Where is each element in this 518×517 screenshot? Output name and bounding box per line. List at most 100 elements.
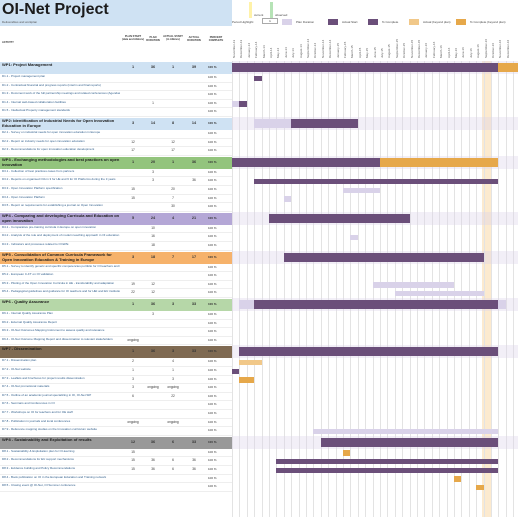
date-label: January-14 [246, 42, 251, 58]
task-row[interactable]: D3.5 - Report on requirements for establ… [0, 203, 232, 212]
task-name: D4.2 - Analysis of the role and deployme… [2, 233, 120, 238]
task-row[interactable]: D8.4 - Book publication on OI in the Eur… [0, 475, 232, 484]
gantt-bar-beyond [498, 63, 518, 72]
gantt-bar-actual [232, 368, 240, 375]
task-name: D3.4 - Open Innovation Platform [2, 194, 46, 199]
task-row[interactable]: D4.2 - Analysis of the role and deployme… [0, 233, 232, 242]
task-row[interactable]: D2.1 - Survey on industrial needs for op… [0, 130, 232, 139]
task-row[interactable]: D7.2 - OI-Net website 1 1 100 % [0, 367, 232, 376]
timeline-gridline [491, 61, 492, 517]
date-label: August-15 [387, 44, 392, 58]
timeline-gridline [513, 61, 515, 517]
workpackage-row[interactable]: WP6 - Quality Assurance 1 36 3 33 100 % [0, 298, 232, 311]
task-row[interactable]: D5.4 - Pedagogical guidelines and guidan… [0, 289, 232, 298]
task-row[interactable]: D2.2 - Report on industry needs for open… [0, 139, 232, 148]
timeline-gridline [276, 61, 278, 517]
task-row[interactable]: D7.8 - Publication in journals and local… [0, 419, 232, 428]
gantt-bar-plan [394, 290, 484, 297]
workpackage-row[interactable]: WP8 - Sustainability and Exploitation of… [0, 435, 232, 449]
task-name: D1.1 - Project management plan [2, 74, 46, 78]
legend-plan-swatch [282, 19, 292, 25]
percent-complete-cell: 100 % [208, 121, 217, 125]
task-row[interactable]: D8.3 - Evidence building and Policy Reco… [0, 466, 232, 475]
task-row[interactable]: D8.5 - Closing event @ OI-Net, OI Summer… [0, 483, 232, 492]
legend-highlight-label: Period Highlight: [232, 20, 255, 24]
task-row[interactable]: D5.3 - Piloting of the Open Innovation C… [0, 281, 232, 290]
timeline-gridline [320, 61, 322, 517]
gantt-row [232, 358, 518, 367]
workpackage-name: WP3 - Exchanging methodologies and best … [2, 156, 120, 167]
gantt-bar-beyond [454, 476, 462, 482]
task-row[interactable]: D6.4 - OI-Net Outcome Mapping Report and… [0, 337, 232, 346]
percent-complete-cell: 100 % [208, 109, 217, 114]
task-row[interactable]: D7.3 - Leaflets and brochures for projec… [0, 376, 232, 385]
task-row[interactable]: D4.1 - Comparative pre-training curricul… [0, 225, 232, 234]
plan-start-cell: 22 [131, 290, 135, 295]
task-row[interactable]: D8.2 - Recommendations for EU support me… [0, 457, 232, 466]
legend-complete-beyond-label: % Complete (beyond plan) [470, 20, 506, 24]
task-row[interactable]: D1.1 - Project management plan 100 % [0, 74, 232, 83]
gantt-bar-beyond-light [239, 359, 262, 366]
task-row[interactable]: D7.1 - Dissemination plan 2 4 100 % [0, 358, 232, 367]
task-row[interactable]: D5.2 - European C-FT on OI validation 100… [0, 272, 232, 281]
period-highlight-input[interactable]: 1 [262, 18, 278, 24]
task-row[interactable]: D1.4 - Internal web-based collaboration … [0, 100, 232, 109]
task-name: D3.1 - Collection of best practices case… [2, 168, 75, 173]
gantt-bar-actual [254, 300, 499, 309]
percent-complete-cell: 100 % [208, 92, 217, 97]
percent-complete-cell: 100 % [208, 75, 217, 79]
gantt-row [232, 393, 518, 402]
actual-duration-cell: 14 [191, 121, 197, 125]
task-row[interactable]: D3.3 - Open Innovation Platform specific… [0, 186, 232, 195]
task-row[interactable]: D1.3 - Document work of the full partner… [0, 91, 232, 100]
percent-complete-cell: 100 % [208, 187, 217, 191]
plan-duration-cell: 12 [151, 290, 155, 295]
plan-start-cell: 12 [131, 139, 135, 144]
task-row[interactable]: D7.7 - Workshops on OI for teachers and … [0, 410, 232, 419]
task-row[interactable]: D4.3 - Indicators and processes related … [0, 242, 232, 251]
workpackage-row[interactable]: WP1: Project Management 1 36 1 39 100 % [0, 61, 232, 74]
workpackage-row[interactable]: WP3 - Exchanging methodologies and best … [0, 155, 232, 169]
task-row[interactable]: D2.3 - Recommendations for open innovati… [0, 147, 232, 156]
task-row[interactable]: D6.2 - External Quality Assurance Report… [0, 320, 232, 329]
workpackage-row[interactable]: WP7 - Dissemination 1 36 3 33 100 % [0, 345, 232, 359]
task-row[interactable]: D7.6 - Seminars and Conferences in OI 100… [0, 401, 232, 410]
percent-complete-cell: 100 % [208, 411, 217, 415]
date-label: August-14 [298, 44, 303, 58]
percent-complete-cell: 100 % [208, 83, 217, 88]
actual-start-cell: 4 [172, 359, 174, 364]
gantt-row [232, 147, 518, 156]
workpackage-row[interactable]: WP4 - Comparing and developing Curricula… [0, 211, 232, 225]
title-banner [0, 0, 232, 26]
task-row[interactable]: D7.4 - OI-Net promotional materials 3 ongo… [0, 384, 232, 393]
gantt-bar-actual [320, 437, 499, 447]
gantt-bar-beyond [343, 450, 351, 456]
task-row[interactable]: D1.2 - Contractual financial and progres… [0, 83, 232, 92]
workpackage-name: WP1: Project Management [2, 62, 53, 67]
task-row[interactable]: D6.3 - OI-Net Outcomes Mapping Instrumen… [0, 328, 232, 337]
task-row[interactable]: D7.5 - Outline of an academic journal sp… [0, 393, 232, 402]
task-row[interactable]: D3.2 - Reports on organised OIA in 3 for… [0, 177, 232, 186]
task-row[interactable]: D1.5 - Intellectual Property management … [0, 108, 232, 117]
actual-duration-cell: 33 [191, 439, 197, 444]
gantt-row [232, 139, 518, 148]
plan-duration-cell: 36 [150, 65, 156, 69]
task-row[interactable]: D5.1 - Survey to identify generic and sp… [0, 264, 232, 273]
task-row[interactable]: D8.1 - Sustainability & Exploitation pla… [0, 449, 232, 458]
plan-start-cell: 6 [132, 393, 134, 398]
task-row[interactable]: D6.1 - Internal Quality Assurance Plan 3 1… [0, 311, 232, 320]
gantt-row [232, 83, 518, 92]
task-row[interactable]: D3.1 - Collection of best practices case… [0, 169, 232, 178]
workpackage-row[interactable]: WP5 - Consolidation of Common Curricula … [0, 250, 232, 264]
legend-actual-beyond-swatch [409, 19, 419, 25]
gantt-row [232, 195, 518, 204]
actual-start-cell: 20 [171, 187, 175, 191]
date-label: January-15 [335, 42, 340, 58]
workpackage-row[interactable]: WP2: Identification of Industrial Needs … [0, 117, 232, 130]
percent-complete-cell: 100 % [208, 467, 217, 471]
task-name: D1.5 - Intellectual Property management … [2, 108, 70, 113]
task-row[interactable]: D7.9 - Reference mapping studies on the … [0, 427, 232, 436]
gantt-row [232, 401, 518, 410]
task-row[interactable]: D3.4 - Open Innovation Platform 15 7 100 % [0, 195, 232, 204]
plan-start-cell: ongoing [127, 419, 139, 424]
